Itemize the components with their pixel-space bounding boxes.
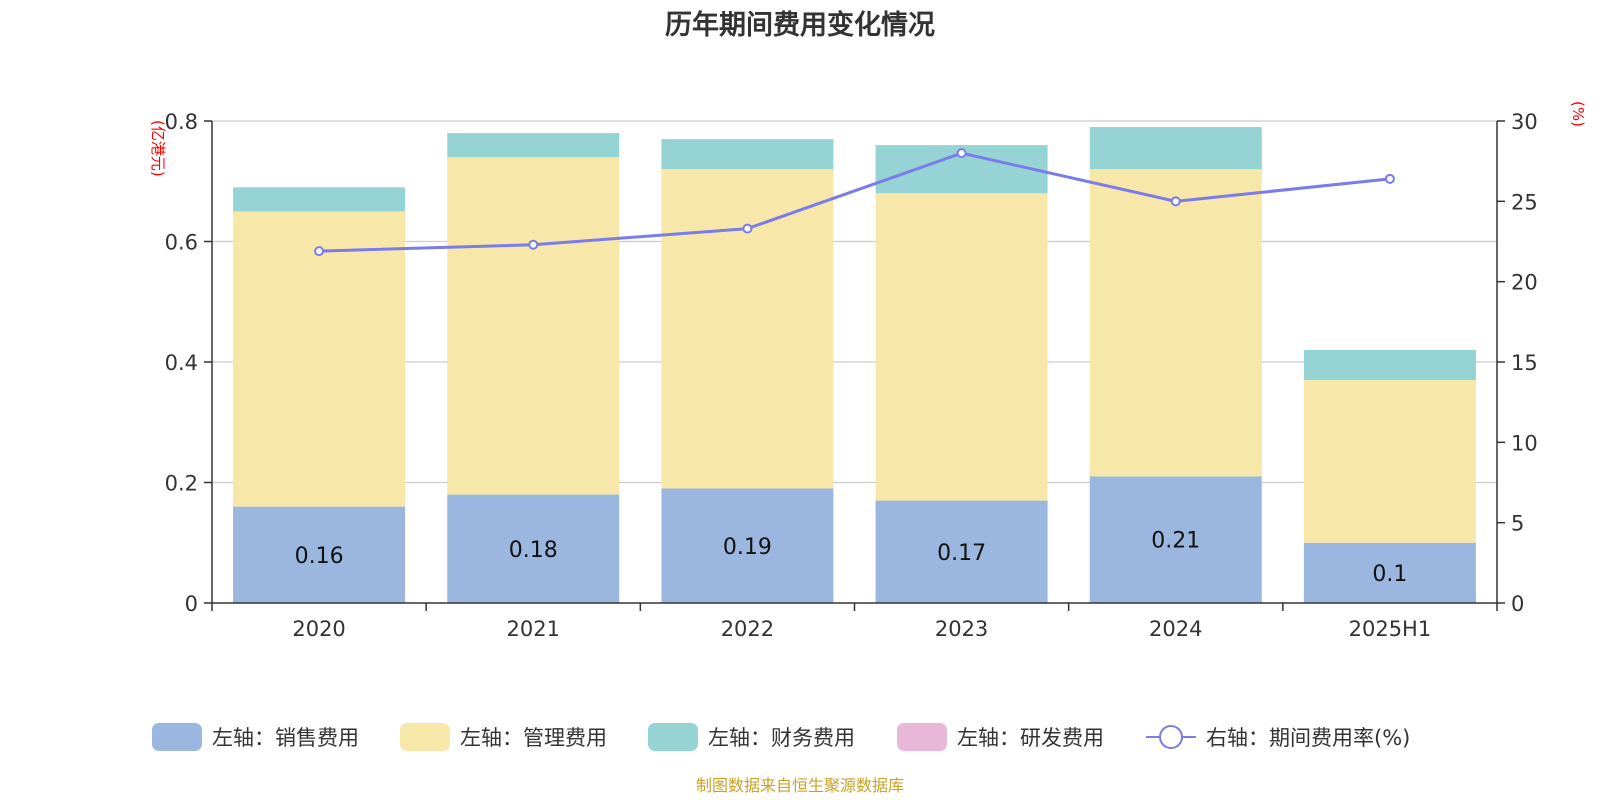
rate-line-path [319,151,1391,253]
bar-segment [447,157,620,495]
legend-label: 左轴：管理费用 [460,726,607,750]
rate-point [314,246,325,257]
bar-segment [233,211,406,507]
x-axis-tick-label: 2025H1 [1349,617,1432,641]
left-axis-tick-label: 0.4 [165,351,198,375]
x-axis-tick-label: 2023 [935,617,988,641]
x-axis-tick-label: 2020 [292,617,345,641]
right-axis-tick-label: 20 [1511,271,1538,295]
x-axis-tick-label: 2024 [1149,617,1202,641]
data-label: 0.1 [1372,562,1407,587]
bar-segment [661,139,834,170]
legend-swatch [152,723,202,751]
x-axis-tick-label: 2021 [507,617,560,641]
legend-label: 左轴：研发费用 [957,726,1104,750]
left-axis-tick-label: 0 [185,592,198,616]
bar-segment [233,506,406,603]
left-axis-tick-label: 0.8 [165,110,198,134]
legend-swatch [648,723,698,751]
legend-circle-marker [1159,725,1183,749]
data-labels: 0.16 0.18 0.19 0.17 0.21 0.1 [295,529,1408,587]
bar-segment [661,488,834,603]
bar-segment [1303,542,1476,603]
bar-segment [447,494,620,603]
data-label: 0.21 [1151,529,1200,554]
rate-point [1384,173,1395,184]
source-note: 制图数据来自恒生聚源数据库 [696,776,904,795]
right-axis-tick-label: 15 [1511,351,1538,375]
bar-segment [233,187,406,212]
bar-segment [1303,349,1476,381]
x-axis-tick-label: 2022 [721,617,774,641]
chart-title: 历年期间费用变化情况 [665,9,935,41]
left-axis-tick-label: 0.6 [165,231,198,255]
rate-point [742,223,753,234]
data-label: 0.18 [509,538,558,563]
legend-label: 右轴：期间费用率(%) [1206,726,1410,750]
right-axis-tick-label: 0 [1511,592,1524,616]
data-label: 0.16 [295,544,344,569]
rate-line [314,148,1395,257]
legend-label: 左轴：销售费用 [212,726,359,750]
bar-segment [875,193,1048,501]
bar-segment [875,500,1048,603]
bar-segment [1089,169,1262,477]
right-axis-tick-label: 5 [1511,512,1524,536]
legend-swatch [897,723,947,751]
rate-point [528,239,539,250]
right-axis-tick-label: 25 [1511,190,1538,214]
rate-point [1170,196,1181,207]
legend-swatch [400,723,450,751]
bar-segment [1303,380,1476,543]
legend: 左轴：销售费用 左轴：管理费用 左轴：财务费用 左轴：研发费用 右轴：期间费用率(%) [152,723,1410,751]
right-axis-tick-label: 10 [1511,431,1538,455]
bar-segment [447,133,620,158]
data-label: 0.17 [937,541,986,566]
left-axis-unit: (亿港元) [149,120,167,177]
bars [233,127,1476,603]
left-axis-tick-label: 0.2 [165,472,198,496]
grid-lines [212,120,1497,484]
bar-segment [1089,476,1262,603]
axes: 0 0.2 0.4 0.6 0.8 0 5 10 15 20 25 30 2020 2021 2022 202… [165,110,1538,641]
legend-label: 左轴：财务费用 [708,726,855,750]
right-axis-tick-label: 30 [1511,110,1538,134]
right-axis-unit: (%) [1569,101,1587,127]
rate-point [956,148,967,159]
bar-segment [661,169,834,489]
bar-segment [1089,127,1262,170]
data-label: 0.19 [723,535,772,560]
